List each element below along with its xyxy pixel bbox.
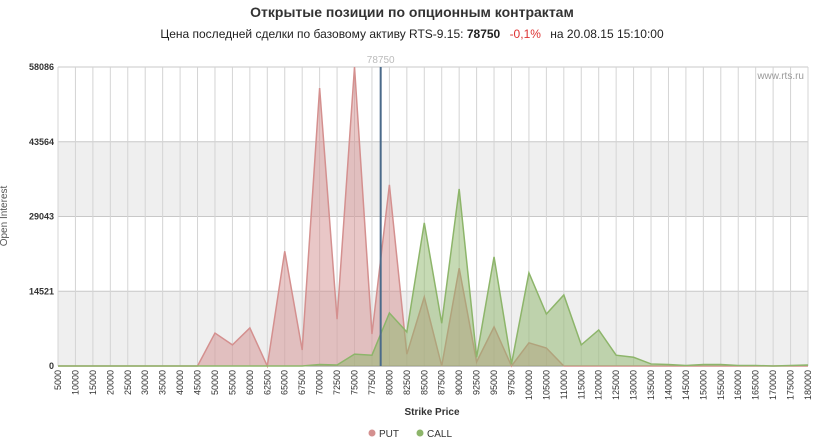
x-tick-label: 170000 [768,370,778,400]
x-tick-label: 45000 [193,370,203,395]
y-axis-title: Open Interest [0,185,10,246]
x-tick-label: 62500 [262,370,272,395]
x-tick-label: 92500 [472,370,482,395]
x-tick-label: 30000 [140,370,150,395]
x-tick-label: 160000 [733,370,743,400]
y-tick-label: 14521 [29,286,54,296]
x-tick-label: 60000 [245,370,255,395]
series-line [58,188,809,367]
price-marker-label: 78750 [367,55,395,66]
subtitle-prefix: Цена последней сделки по базовому активу… [160,27,463,41]
y-tick-label: 0 [49,361,54,371]
x-tick-label: 82500 [402,370,412,395]
grid-band [58,141,808,217]
x-tick-label: 110000 [559,370,569,399]
x-tick-label: 105000 [541,370,551,400]
chart-subtitle: Цена последней сделки по базовому активу… [160,27,664,41]
subtitle-date: на 20.08.15 15:10:00 [550,27,664,41]
watermark: www.rts.ru [756,71,804,82]
x-tick-label: 165000 [751,370,761,400]
y-tick-label: 43564 [29,137,54,147]
x-tick-label: 130000 [629,370,639,400]
plot-area: 0 14521 29043 43564 58086 5000 10000 15000 20000… [29,55,813,400]
x-tick-label: 85000 [419,370,429,395]
x-tick-label: 90000 [454,370,464,395]
x-tick-label: 100000 [524,370,534,400]
x-tick-label: 95000 [489,370,499,395]
x-tick-label: 40000 [175,370,185,395]
y-tick-label: 29043 [29,212,54,222]
x-tick-label: 135000 [646,370,656,400]
x-tick-label: 10000 [70,370,80,395]
x-tick-label: 120000 [594,370,604,400]
legend-label: PUT [379,429,399,440]
x-tick-label: 115000 [576,370,586,399]
x-tick-label: 72500 [332,370,342,395]
x-axis-title: Strike Price [404,407,459,418]
x-tick-label: 67500 [297,370,307,395]
x-tick-label: 35000 [158,370,168,395]
legend-swatch [416,429,424,437]
subtitle-change: -0,1% [510,27,542,41]
x-tick-label: 175000 [786,370,796,400]
x-tick-label: 145000 [681,370,691,400]
x-tick-label: 140000 [663,370,673,400]
legend-label: CALL [427,429,452,440]
x-tick-label: 150000 [698,370,708,400]
y-tick-label: 58086 [29,62,54,72]
x-tick-label: 15000 [88,370,98,395]
x-tick-label: 125000 [611,370,621,400]
x-tick-label: 77500 [367,370,377,395]
x-tick-label: 65000 [280,370,290,395]
chart-title: Открытые позиции по опционным контрактам [250,4,574,20]
x-tick-label: 80000 [384,370,394,395]
x-tick-label: 25000 [123,370,133,395]
x-tick-label: 50000 [210,370,220,395]
x-tick-label: 70000 [315,370,325,395]
x-tick-label: 20000 [105,370,115,395]
legend-swatch [368,429,376,437]
x-tick-label: 87500 [437,370,447,395]
subtitle-price: 78750 [467,27,501,41]
x-tick-label: 97500 [506,370,516,395]
x-tick-label: 180000 [803,370,813,400]
x-tick-label: 155000 [716,370,726,400]
x-tick-label: 5000 [53,370,63,390]
x-tick-label: 75000 [350,370,360,395]
x-tick-label: 55000 [227,370,237,395]
